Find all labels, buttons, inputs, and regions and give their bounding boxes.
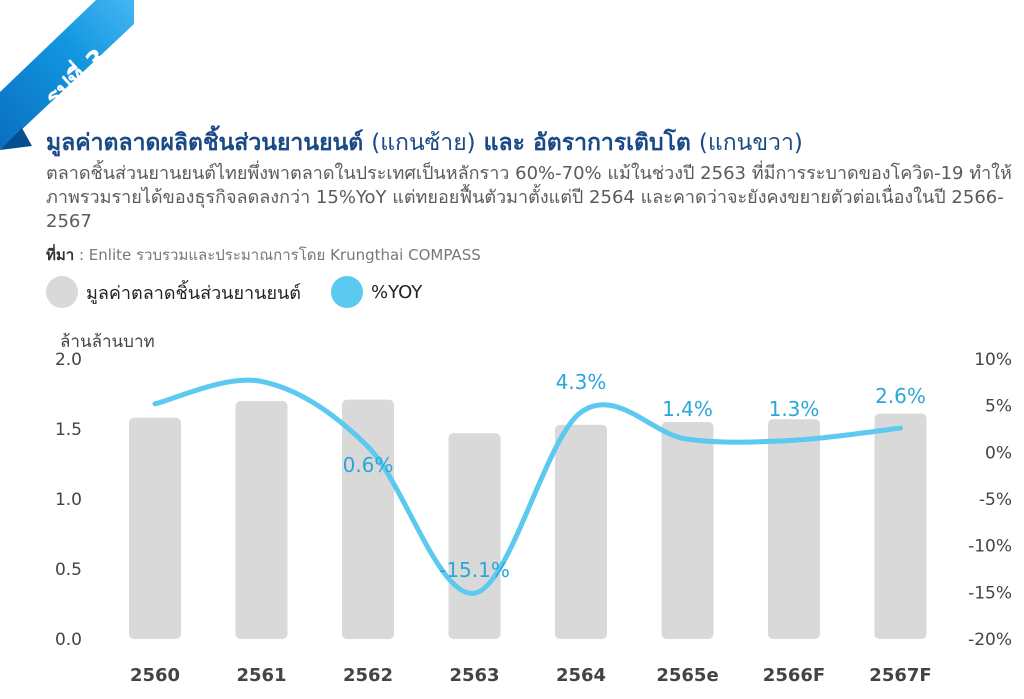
y-axis-unit-label: ล้านล้านบาท xyxy=(60,332,155,352)
legend-swatch-line xyxy=(330,276,363,308)
legend-item-market-value: มูลค่าตลาดชิ้นส่วนยานยนต์ xyxy=(46,276,301,308)
legend-label-bar: มูลค่าตลาดชิ้นส่วนยานยนต์ xyxy=(86,282,301,304)
y2-tick-label: -15% xyxy=(968,583,1012,603)
legend-item-yoy: %YOY xyxy=(330,276,423,308)
x-tick-label: 2562 xyxy=(343,665,393,686)
source-text: : Enlite รวบรวมและประมาณการโดย Krungthai… xyxy=(78,246,481,264)
source-note: ที่มา : Enlite รวบรวมและประมาณการโดย Kru… xyxy=(46,243,481,267)
y-tick-label: 0.5 xyxy=(55,560,82,580)
x-tick-label: 2560 xyxy=(130,665,180,686)
x-tick-label: 2563 xyxy=(449,665,499,686)
bar-2566F xyxy=(768,419,820,639)
bar-2564 xyxy=(555,424,607,639)
title-connector: และ xyxy=(483,130,525,156)
y-tick-label: 1.0 xyxy=(55,490,82,510)
combo-chart: ล้านล้านบาท 0.0 0.5 1.0 1.5 2.0 -20% -15% -10%… xyxy=(55,332,1012,686)
y2-tick-label: 0% xyxy=(985,443,1012,463)
yoy-data-label: -15.1% xyxy=(439,558,510,582)
source-label: ที่มา xyxy=(46,246,75,264)
y2-tick-label: -10% xyxy=(968,537,1012,557)
yoy-data-label: 4.3% xyxy=(556,370,607,394)
title-main: มูลค่าตลาดผลิตชิ้นส่วนยานยนต์ xyxy=(46,130,364,156)
x-tick-label: 2564 xyxy=(556,665,606,686)
legend: มูลค่าตลาดชิ้นส่วนยานยนต์ %YOY xyxy=(46,274,452,310)
bar-2561 xyxy=(235,401,288,639)
yoy-data-label: 0.6% xyxy=(343,453,394,477)
yoy-data-label: 1.4% xyxy=(662,397,713,421)
y2-tick-label: -5% xyxy=(979,490,1012,510)
y-tick-label: 1.5 xyxy=(55,420,82,440)
x-tick-label: 2565e xyxy=(656,665,718,686)
yoy-line xyxy=(152,377,903,596)
legend-label-line: %YOY xyxy=(370,281,423,303)
bar-2560 xyxy=(129,417,181,639)
y-tick-label: 0.0 xyxy=(55,630,82,650)
x-tick-label: 2567F xyxy=(869,665,931,686)
x-tick-label: 2566F xyxy=(763,665,825,686)
y2-tick-label: 5% xyxy=(985,397,1012,417)
y2-tick-label: -20% xyxy=(968,630,1012,650)
bar-2563 xyxy=(448,433,501,639)
chart-description: ตลาดชิ้นส่วนยานยนต์ไทยพึ่งพาตลาดในประเทศ… xyxy=(46,163,1012,232)
title-right-note: (แกนขวา) xyxy=(698,130,803,156)
x-tick-label: 2561 xyxy=(236,665,286,686)
title-left-note: (แกนซ้าย) xyxy=(371,130,476,156)
chart-title: มูลค่าตลาดผลิตชิ้นส่วนยานยนต์ (แกนซ้าย) … xyxy=(46,128,803,158)
y2-tick-label: 10% xyxy=(974,350,1012,370)
bar-2565e xyxy=(661,422,714,639)
yoy-data-label: 2.6% xyxy=(875,384,926,408)
y-tick-label: 2.0 xyxy=(55,350,82,370)
bar-2567F xyxy=(874,413,927,639)
bar-2562 xyxy=(342,399,394,639)
legend-swatch-bar xyxy=(46,276,78,308)
yoy-data-label: 1.3% xyxy=(769,397,820,421)
figure-badge: รูปที่ 3 xyxy=(0,0,140,150)
title-second: อัตราการเติบโต xyxy=(532,130,691,156)
